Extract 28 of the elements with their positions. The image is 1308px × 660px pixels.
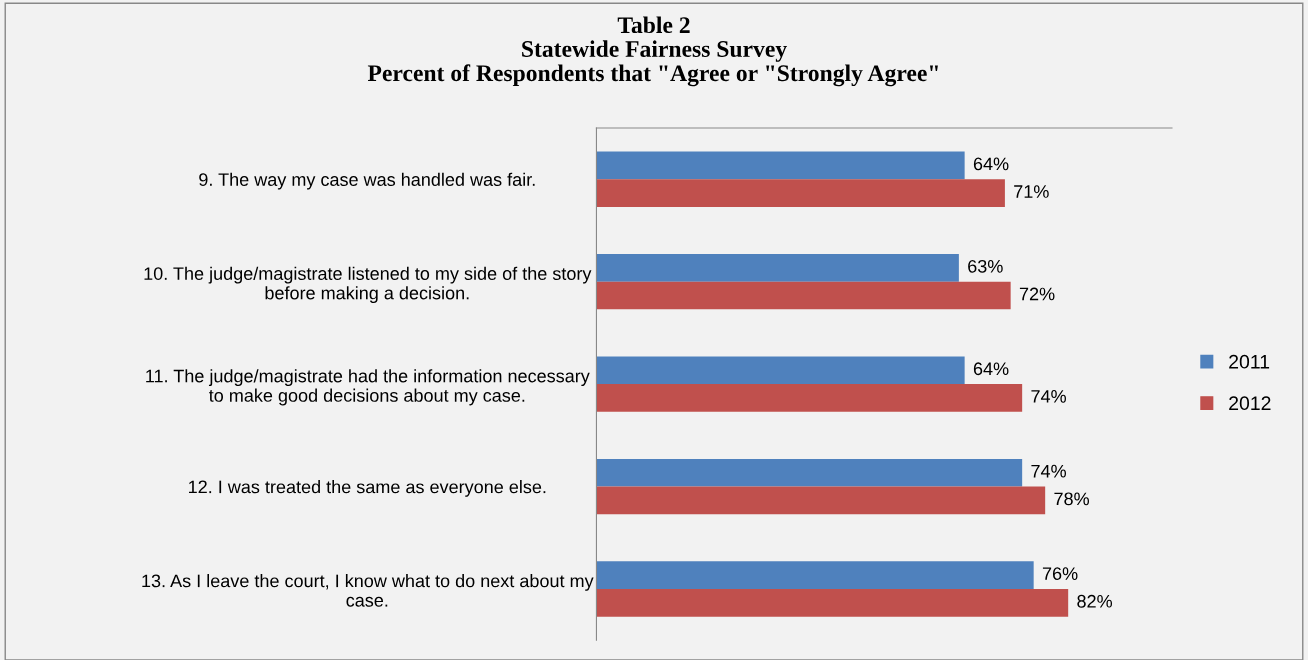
y-tick-label: 13. As I leave the court, I know what to do next about my case.: [142, 574, 594, 607]
bar: [596, 179, 1005, 207]
bar: [596, 458, 1023, 487]
data-label: 64%: [973, 362, 1009, 376]
data-label: 64%: [973, 157, 1009, 171]
data-label: 63%: [968, 259, 1003, 273]
bar: [596, 561, 1034, 589]
bar: [596, 254, 959, 282]
y-tick-label: 12. I was treated the same as everyone else.: [189, 480, 546, 497]
data-label: 82%: [1077, 594, 1113, 608]
bar: [596, 588, 1069, 617]
data-label: 71%: [1014, 185, 1049, 198]
data-label: 74%: [1031, 390, 1066, 403]
chart-title: Table 2 Statewide Fairness Survey Percent of Respondents that "Agree or "Strongly Agree": [367, 16, 938, 87]
legend-label: 2011: [1229, 354, 1270, 369]
legend-label: 2012: [1229, 396, 1271, 411]
y-tick-label: 11. The judge/magistrate had the information necessary to make good decisions about my case.: [146, 369, 590, 406]
bar: [596, 281, 1011, 310]
bar: [596, 384, 1023, 412]
data-label: 78%: [1054, 492, 1089, 506]
bar: [596, 151, 965, 180]
bar: [596, 356, 965, 385]
bar: [596, 486, 1046, 515]
data-label: 76%: [1042, 567, 1078, 580]
y-tick-label: 10. The judge/magistrate listened to my side of the story before making a decision.: [144, 266, 592, 304]
data-label: 72%: [1019, 287, 1055, 301]
data-label: 74%: [1031, 464, 1066, 478]
y-tick-label: 9. The way my case was handled was fair.: [199, 172, 535, 190]
